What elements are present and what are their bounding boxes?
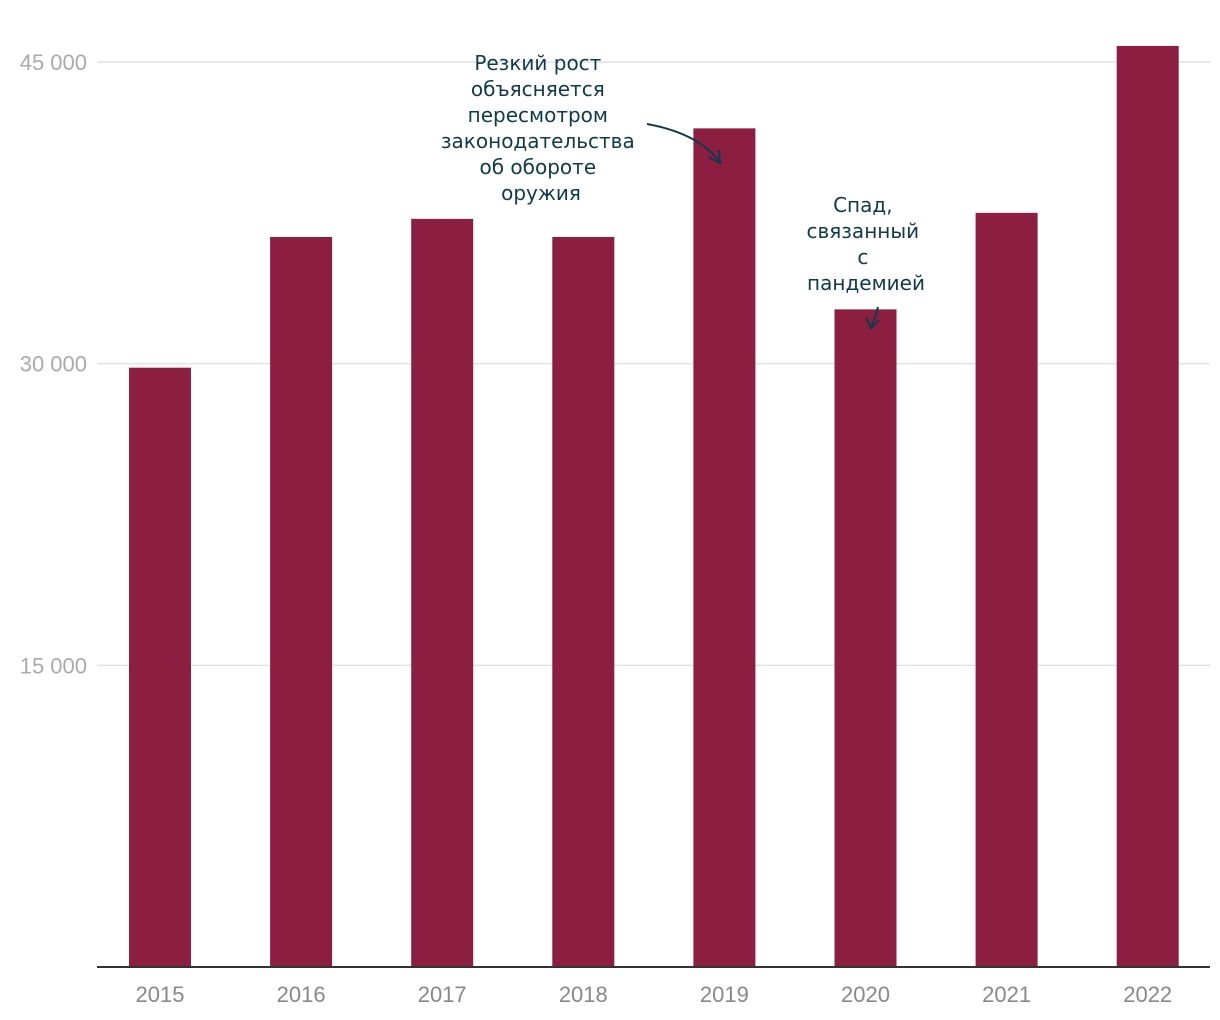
annotation-2020-line: Спад,	[833, 193, 892, 217]
annotation-2019-line: законодательства	[441, 129, 635, 153]
bar-2017	[411, 218, 474, 967]
y-tick-label: 45 000	[20, 50, 87, 75]
y-tick-label: 15 000	[20, 653, 87, 678]
x-tick-label: 2022	[1123, 982, 1172, 1007]
gridlines	[97, 61, 1210, 667]
annotation-2019-arrowhead	[707, 149, 722, 165]
annotation-2019-line: оружия	[501, 181, 581, 205]
bar-2016	[270, 236, 333, 967]
annotation-2020-line: с	[857, 245, 868, 269]
x-tick-label: 2016	[277, 982, 326, 1007]
x-tick-label: 2020	[841, 982, 890, 1007]
annotation-2019-line: Резкий рост	[474, 51, 601, 75]
bar-2021	[975, 212, 1038, 968]
bar-2022	[1116, 45, 1179, 967]
y-tick-label: 30 000	[20, 352, 87, 377]
annotation-2020-arrowhead	[865, 317, 880, 330]
x-tick-label: 2018	[559, 982, 608, 1007]
bar-2020	[834, 309, 897, 967]
bar-2018	[552, 236, 615, 967]
annotation-2020-line: пандемией	[807, 271, 925, 295]
annotation-2020-line: связанный	[806, 219, 919, 243]
x-axis-ticks: 2015 2016 2017 2018 2019 2020 2021 2022	[136, 982, 1173, 1007]
x-tick-label: 2015	[136, 982, 185, 1007]
y-axis-ticks: 15 000 30 000 45 000	[20, 50, 87, 678]
annotation-2019-arrow	[646, 123, 721, 163]
annotation-2020: Спад, связанный с пандемией	[806, 193, 925, 295]
x-tick-label: 2021	[982, 982, 1031, 1007]
bar-2015	[129, 367, 191, 967]
annotation-2019-line: пересмотром	[468, 103, 608, 127]
x-tick-label: 2019	[700, 982, 749, 1007]
annotation-2019: Резкий рост объясняется пересмотром зако…	[441, 51, 641, 205]
x-tick-label: 2017	[418, 982, 467, 1007]
bars	[129, 45, 1179, 968]
annotation-2019-line: объясняется	[471, 77, 605, 101]
annotation-2019-line: об обороте	[480, 155, 597, 179]
bar-2019	[693, 128, 756, 967]
annotation-2020-arrow	[870, 306, 879, 328]
